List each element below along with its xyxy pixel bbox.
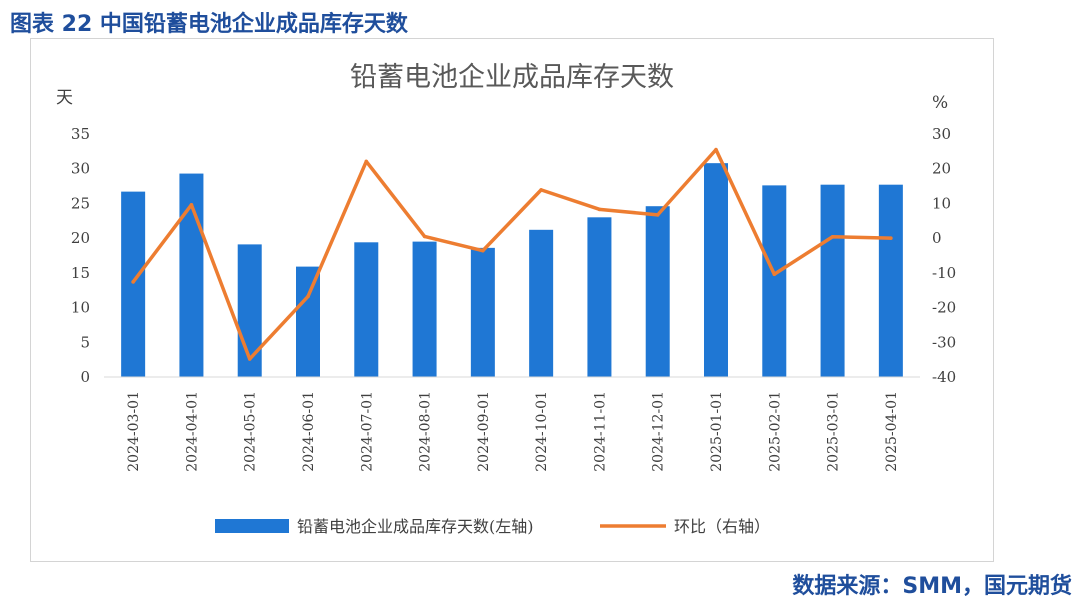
left-tick-label: 20: [71, 229, 90, 247]
bar: [587, 217, 612, 377]
left-tick-label: 0: [80, 368, 90, 386]
bar: [296, 266, 320, 377]
x-tick-label: 2024-10-01: [534, 391, 550, 472]
right-tick-label: -20: [932, 299, 956, 317]
legend-bar-label: 铅蓄电池企业成品库存天数(左轴): [297, 517, 534, 536]
line-point: [247, 357, 252, 361]
legend-bar-swatch: [215, 519, 289, 533]
right-tick-label: -10: [932, 264, 956, 282]
right-tick-label: -40: [932, 368, 956, 386]
line-point: [306, 294, 310, 299]
line-point: [655, 213, 660, 217]
right-tick-label: 0: [932, 229, 942, 247]
line-point: [539, 188, 543, 192]
line-point: [772, 272, 777, 277]
x-tick-label: 2024-05-01: [243, 391, 259, 472]
left-tick-label: 25: [71, 194, 90, 212]
line-point: [889, 236, 893, 240]
bar: [412, 241, 437, 377]
bar: [354, 242, 379, 377]
line-point: [131, 280, 135, 284]
left-tick-label: 35: [71, 125, 90, 143]
line-point: [830, 234, 835, 239]
bar: [820, 184, 845, 377]
bar-series: [121, 163, 903, 377]
bar: [470, 247, 495, 377]
right-axis-unit: %: [932, 93, 948, 113]
x-tick-label: 2025-01-01: [709, 391, 725, 472]
line-point: [422, 234, 427, 239]
data-source: 数据来源：SMM，国元期货: [792, 574, 1072, 599]
line-series: [131, 147, 893, 361]
x-tick-label: 2024-09-01: [476, 391, 492, 472]
x-tick-label: 2024-04-01: [184, 391, 200, 472]
right-tick-label: 20: [932, 160, 951, 178]
line-point: [714, 147, 718, 152]
line-path: [131, 147, 893, 361]
chart-title: 铅蓄电池企业成品库存天数: [350, 62, 674, 93]
right-tick-label: -30: [932, 333, 956, 351]
bar: [704, 163, 728, 377]
x-tick-label: 2025-03-01: [826, 391, 842, 472]
line-point: [597, 207, 602, 212]
chart-frame: [30, 38, 994, 562]
x-tick-label: 2024-12-01: [651, 391, 667, 472]
left-tick-label: 15: [71, 264, 90, 282]
bar: [121, 191, 146, 377]
right-axis-ticks: -40 -30 -20 -10 0 10 20 30: [932, 125, 956, 386]
line-point: [481, 248, 485, 253]
bar: [878, 184, 903, 377]
right-tick-label: 30: [932, 125, 951, 143]
line-point: [189, 203, 194, 207]
left-tick-label: 30: [71, 160, 90, 178]
x-tick-label: 2024-03-01: [126, 391, 142, 472]
x-tick-label: 2025-04-01: [884, 391, 900, 472]
left-axis-unit: 天: [56, 88, 73, 108]
left-tick-label: 5: [80, 333, 90, 351]
x-tick-label: 2024-06-01: [301, 391, 317, 472]
figure-title: 图表 22 中国铅蓄电池企业成品库存天数: [10, 12, 408, 37]
bar: [762, 185, 787, 377]
legend-line-label: 环比（右轴）: [674, 517, 770, 536]
x-tick-label: 2025-02-01: [767, 391, 783, 472]
legend: 铅蓄电池企业成品库存天数(左轴) 环比（右轴）: [215, 517, 770, 536]
left-axis-ticks: 0 5 10 15 20 25 30 35: [71, 125, 90, 386]
bar: [529, 229, 554, 377]
line-point: [364, 159, 369, 164]
x-tick-label: 2024-07-01: [359, 391, 375, 472]
x-tick-label: 2024-08-01: [418, 391, 434, 472]
left-tick-label: 10: [71, 299, 90, 317]
x-tick-label: 2024-11-01: [592, 391, 608, 472]
bar: [645, 206, 670, 377]
x-axis-ticks: 2024-03-01 2024-04-01 2024-05-01 2024-06-01…: [126, 391, 900, 472]
right-tick-label: 10: [932, 194, 951, 212]
